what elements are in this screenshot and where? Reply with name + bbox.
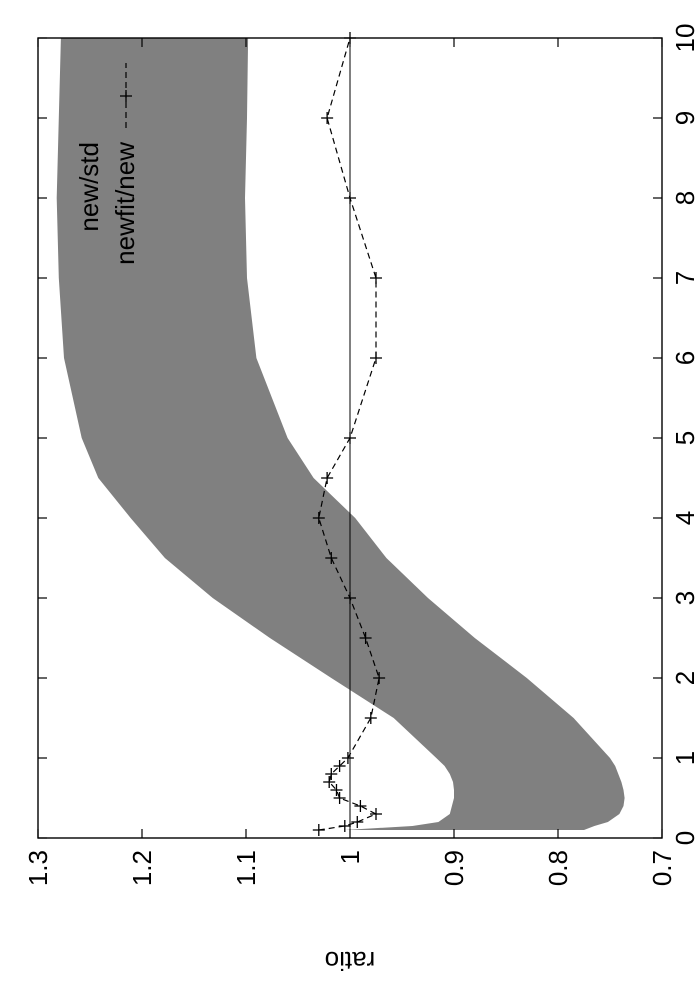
x-tick-label-2: 2 <box>670 671 700 685</box>
tick-layer: 0 1 2 3 4 5 6 7 8 9 10 0.7 0.8 0.9 1 1.1 1.2 1.3 <box>23 24 700 887</box>
point-newfit-new-9 <box>333 760 346 772</box>
point-newfit-new-14 <box>344 592 356 604</box>
y-tick-label-4: 1.1 <box>231 850 261 886</box>
point-newfit-new-4 <box>354 800 367 812</box>
y-axis-label: ratio <box>325 946 376 976</box>
y-tick-label-0: 0.7 <box>647 850 677 886</box>
line-layer <box>312 32 386 836</box>
legend-marker-plus <box>120 90 132 102</box>
legend: new/std newfit/new <box>74 63 140 265</box>
y-tick-label-2: 0.9 <box>439 850 469 886</box>
point-newfit-new-8 <box>325 768 338 780</box>
x-tick-label-7: 7 <box>670 271 700 285</box>
legend-label-new-std: new/std <box>74 142 104 232</box>
point-newfit-new-6 <box>330 784 343 796</box>
y-tick-label-6: 1.3 <box>23 850 53 886</box>
point-newfit-new-7 <box>323 776 336 788</box>
x-tick-label-0: 0 <box>670 831 700 845</box>
x-tick-label-8: 8 <box>670 191 700 205</box>
point-newfit-new-11 <box>364 712 377 724</box>
legend-label-newfit-new: newfit/new <box>110 142 140 265</box>
point-newfit-new-18 <box>344 432 356 444</box>
point-newfit-new-19 <box>370 352 382 364</box>
x-tick-label-10: 10 <box>670 24 700 53</box>
point-newfit-new-0 <box>312 824 325 836</box>
point-newfit-new-10 <box>341 752 354 764</box>
x-tick-label-5: 5 <box>670 431 700 445</box>
point-newfit-new-1 <box>338 820 351 832</box>
y-tick-label-1: 0.8 <box>543 850 573 886</box>
point-newfit-new-2 <box>351 816 364 828</box>
legend-swatch-new-std <box>78 63 104 128</box>
point-newfit-new-20 <box>370 272 382 284</box>
point-newfit-new-5 <box>333 792 346 804</box>
point-newfit-new-3 <box>370 808 382 820</box>
point-newfit-new-17 <box>321 472 334 484</box>
line-newfit-new <box>318 37 380 831</box>
y-tick-label-5: 1.2 <box>127 850 157 886</box>
point-newfit-new-13 <box>359 632 372 644</box>
x-tick-label-4: 4 <box>670 511 700 525</box>
x-tick-label-9: 9 <box>670 111 700 125</box>
point-newfit-new-21 <box>344 192 356 204</box>
x-tick-label-3: 3 <box>670 591 700 605</box>
point-newfit-new-16 <box>312 512 325 524</box>
y-tick-label-3: 1 <box>335 850 365 864</box>
legend-marker-newfit-new <box>120 90 132 102</box>
x-tick-label-1: 1 <box>670 751 700 765</box>
band-new-std <box>56 38 625 830</box>
x-tick-label-6: 6 <box>670 351 700 365</box>
point-newfit-new-12 <box>373 672 386 684</box>
point-newfit-new-15 <box>325 552 338 564</box>
band-layer <box>56 38 625 830</box>
point-newfit-new-22 <box>321 112 334 124</box>
